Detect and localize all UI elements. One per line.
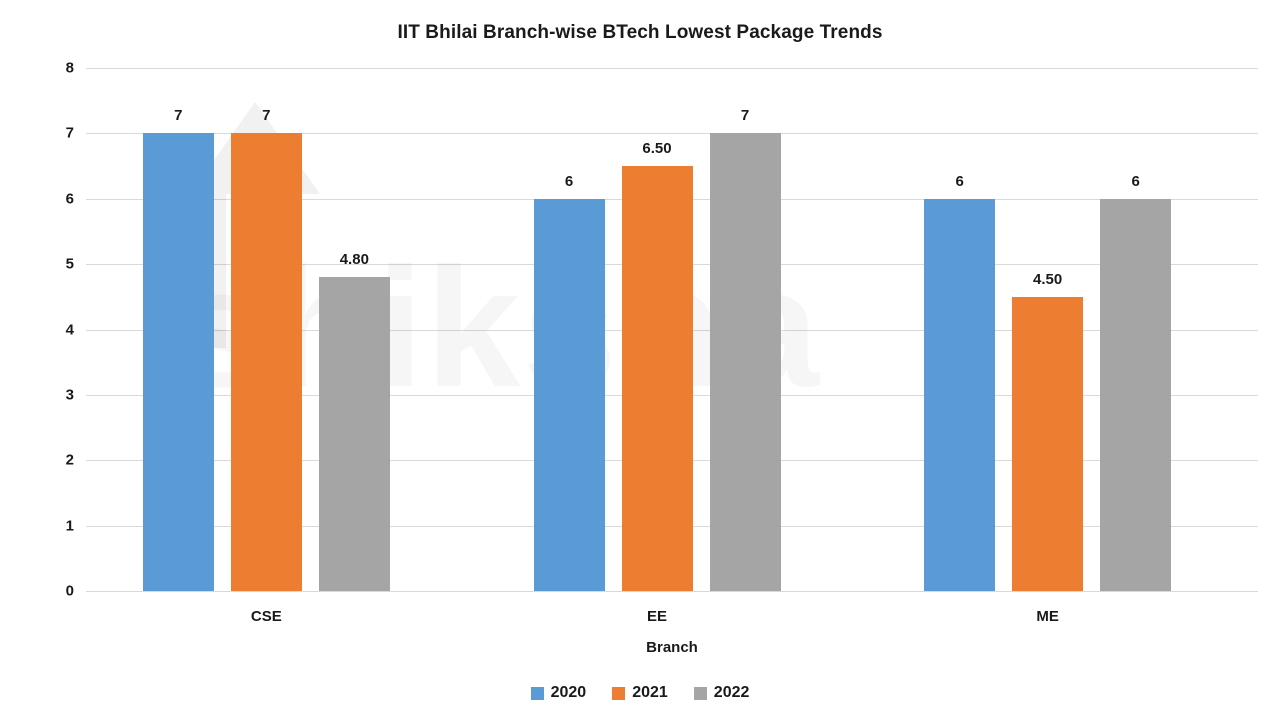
y-tick-label: 2: [65, 451, 74, 469]
bar-me-2020[interactable]: [924, 198, 996, 591]
legend-label: 2021: [632, 684, 668, 701]
x-tick-label-cse: CSE: [250, 608, 282, 625]
bar-cse-2021[interactable]: [230, 133, 302, 591]
bar-me-2021[interactable]: [1012, 296, 1084, 591]
bar-cse-2022[interactable]: [318, 277, 390, 591]
y-tick-label: 1: [65, 517, 74, 535]
gridline: [86, 591, 1258, 592]
bar-ee-2022[interactable]: [709, 133, 781, 591]
bar-label: 7: [262, 107, 271, 125]
y-tick-label: 5: [65, 255, 74, 273]
y-tick-label: 0: [65, 582, 74, 600]
bar-label: 6: [1131, 172, 1140, 190]
legend-item-2020[interactable]: 2020: [530, 684, 587, 702]
legend-item-2021[interactable]: 2021: [612, 684, 668, 702]
legend-label: 2022: [713, 684, 750, 701]
bar-ee-2021[interactable]: [621, 166, 693, 591]
gridline: [86, 68, 1258, 69]
y-tick-label: 3: [65, 386, 74, 404]
chart-title: IIT Bhilai Branch-wise BTech Lowest Pack…: [397, 22, 883, 43]
bar-label: 6.50: [642, 140, 672, 158]
y-tick-label: 6: [65, 190, 74, 208]
y-tick-label: 8: [65, 59, 74, 77]
bar-label: 7: [174, 107, 183, 125]
legend-item-2022[interactable]: 2022: [693, 684, 750, 702]
bar-value-labels: 7 7 4.80 6 6.50 7 6 4.50 6: [86, 68, 1258, 591]
legend-label: 2020: [550, 684, 587, 701]
legend-swatch-icon: [612, 686, 626, 700]
bar-label: 6: [564, 172, 574, 190]
bar-me-2022[interactable]: [1100, 198, 1172, 591]
plot-area: 7 7 4.80 6 6.50 7 6 4.50 6: [86, 68, 1258, 592]
bar-label: 4.80: [339, 251, 369, 269]
bar-cse-2020[interactable]: [142, 133, 214, 591]
bar-ee-2020[interactable]: [533, 198, 605, 591]
y-tick-label: 4: [65, 321, 74, 338]
x-tick-label-ee: EE: [646, 608, 667, 625]
y-tick-label: 7: [65, 124, 74, 142]
gridline: [86, 133, 1258, 135]
bar-label: 4.50: [1033, 270, 1063, 288]
legend-swatch-icon: [530, 686, 544, 700]
x-axis-title: Branch: [646, 639, 698, 656]
bar-label: 6: [955, 172, 964, 190]
bars: [86, 68, 1258, 591]
legend: 2020 2021 2022: [0, 684, 1280, 702]
bar-label: 7: [740, 107, 750, 125]
legend-swatch-icon: [693, 686, 707, 700]
x-tick-label-me: ME: [1036, 608, 1059, 625]
